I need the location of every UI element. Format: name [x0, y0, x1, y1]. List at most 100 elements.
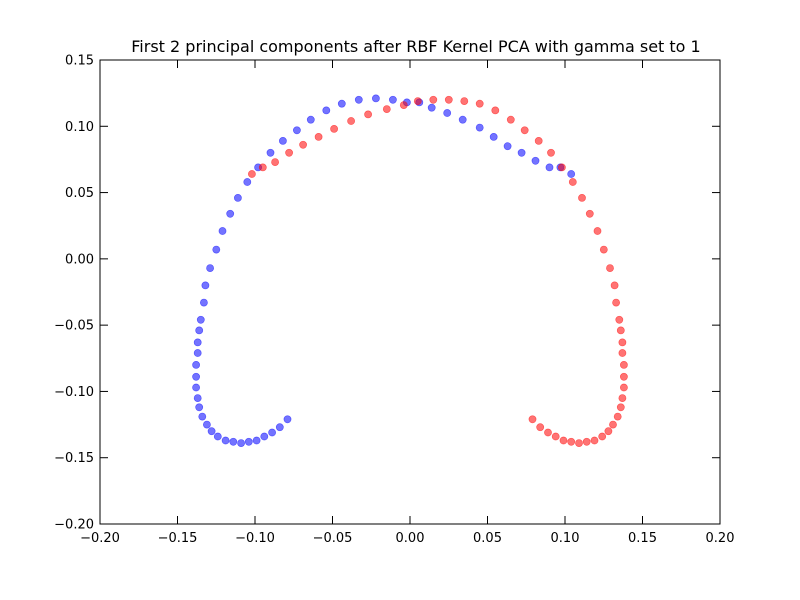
scatter-point-series-1-48 — [503, 142, 512, 151]
scatter-point-series-2-25 — [606, 264, 614, 272]
scatter-point-series-2-28 — [585, 209, 594, 218]
scatter-point-series-2-26 — [599, 245, 608, 254]
scatter-point-series-2-24 — [610, 281, 619, 290]
scatter-point-series-1-28 — [226, 209, 235, 218]
scatter-point-series-2-51 — [258, 163, 267, 172]
scatter-point-series-2-27 — [593, 227, 602, 235]
scatter-point-series-2-23 — [612, 298, 620, 307]
scatter-point-series-2-21 — [616, 326, 625, 335]
scatter-point-series-2-22 — [615, 315, 624, 324]
scatter-point-series-1-16 — [192, 383, 200, 392]
scatter-point-series-1-18 — [192, 360, 200, 369]
scatter-point-series-2-11 — [604, 427, 613, 436]
scatter-point-series-1-44 — [443, 109, 452, 117]
scatter-point-series-1-14 — [195, 403, 204, 412]
scatter-point-series-2-35 — [506, 115, 515, 124]
scatter-point-series-1-8 — [229, 437, 238, 446]
scatter-point-series-2-19 — [618, 349, 627, 357]
scatter-point-series-1-17 — [192, 372, 200, 381]
scatter-point-series-2-18 — [620, 360, 628, 369]
scatter-point-series-1-23 — [199, 298, 208, 307]
scatter-point-series-2-49 — [285, 148, 293, 157]
scatter-point-series-1-3 — [268, 428, 276, 437]
scatter-point-series-1-36 — [322, 106, 331, 115]
scatter-point-series-2-5 — [559, 436, 568, 445]
scatter-point-series-1-13 — [198, 412, 207, 421]
scatter-point-series-1-43 — [427, 103, 436, 112]
scatter-point-series-1-33 — [278, 136, 287, 145]
scatter-point-series-2-52 — [247, 170, 256, 178]
scatter-point-series-2-7 — [575, 439, 583, 447]
y-tick-label: −0.10 — [54, 385, 94, 400]
scatter-point-series-1-10 — [213, 432, 222, 441]
scatter-point-series-2-10 — [598, 432, 607, 441]
scatter-point-series-2-38 — [460, 97, 469, 105]
scatter-point-series-1-30 — [243, 178, 252, 186]
y-tick-label: 0.10 — [65, 120, 94, 135]
axis-ticks: −0.20 −0.15 −0.10 −0.05 0.00 0.05 0.10 0.15 0.20… — [54, 54, 734, 547]
scatter-point-series-1-26 — [212, 245, 221, 254]
scatter-point-series-1-21 — [195, 326, 204, 335]
scatter-point-series-2-41 — [413, 97, 422, 105]
scatter-point-series-1-37 — [337, 99, 346, 108]
scatter-point-series-2-14 — [616, 403, 625, 412]
scatter-point-series-1-51 — [545, 163, 554, 172]
scatter-point-series-2-37 — [475, 99, 484, 108]
scatter-point-series-1-40 — [388, 95, 397, 104]
scatter-point-series-1-50 — [531, 156, 540, 165]
scatter-point-series-2-9 — [590, 436, 599, 445]
scatter-point-series-1-20 — [193, 338, 202, 347]
scatter-point-series-1-19 — [193, 349, 202, 357]
y-tick-label: 0.05 — [65, 186, 94, 201]
scatter-point-series-2-1 — [528, 415, 537, 424]
x-tick-label: 0.10 — [551, 531, 580, 546]
x-tick-label: 0.05 — [473, 531, 502, 546]
scatter-point-series-1-2 — [275, 423, 284, 432]
scatter-point-series-2-50 — [271, 158, 279, 166]
scatter-point-series-2-34 — [520, 126, 529, 135]
scatter-point-series-1-35 — [306, 115, 315, 124]
scatter-point-series-1-12 — [202, 420, 211, 429]
y-tick-label: −0.05 — [54, 319, 94, 334]
scatter-point-series-1-46 — [475, 123, 484, 132]
scatter-point-series-1-4 — [260, 432, 269, 441]
scatter-point-series-2-20 — [618, 338, 627, 347]
x-tick-label: 0.20 — [706, 531, 735, 546]
scatter-point-series-1-32 — [266, 148, 275, 157]
scatter-point-series-1-7 — [237, 439, 245, 447]
scatter-point-series-2-8 — [582, 437, 591, 446]
scatter-point-series-1-39 — [371, 94, 380, 103]
scatter-point-series-1-47 — [489, 132, 498, 141]
y-tick-label: −0.15 — [54, 451, 94, 466]
scatter-point-series-2-39 — [444, 95, 453, 104]
scatter-point-series-2-30 — [568, 178, 577, 186]
y-tick-label: 0.15 — [65, 54, 94, 69]
chart-title: First 2 principal components after RBF K… — [131, 37, 700, 56]
x-tick-label: −0.20 — [80, 531, 120, 546]
scatter-point-series-2-46 — [330, 124, 338, 133]
y-tick-label: 0.00 — [65, 252, 94, 267]
x-tick-label: −0.15 — [158, 531, 198, 546]
scatter-point-series-2-36 — [491, 106, 500, 115]
scatter-point-series-2-32 — [547, 148, 555, 157]
scatter-point-series-2-16 — [620, 383, 628, 392]
scatter-point-series-1-53 — [567, 170, 576, 178]
scatter-point-series-2-48 — [299, 140, 307, 149]
scatter-point-series-2-31 — [558, 163, 566, 172]
scatter-point-series-2-44 — [364, 110, 372, 119]
y-tick-label: −0.20 — [54, 518, 94, 533]
scatter-point-series-2-42 — [399, 101, 408, 109]
scatter-point-series-2-17 — [620, 372, 628, 381]
scatter-point-series-2-43 — [382, 105, 391, 113]
scatter-point-series-1-15 — [193, 394, 202, 402]
x-tick-label: −0.10 — [235, 531, 275, 546]
scatter-point-series-2-40 — [429, 95, 438, 104]
scatter-point-series-2-29 — [578, 193, 586, 202]
scatter-point-series-1-5 — [252, 436, 261, 445]
scatter-point-series-1-6 — [244, 437, 253, 446]
scatter-point-series-1-45 — [458, 115, 467, 124]
scatter-point-series-1-34 — [292, 126, 301, 135]
scatter-point-series-1-24 — [201, 281, 210, 290]
